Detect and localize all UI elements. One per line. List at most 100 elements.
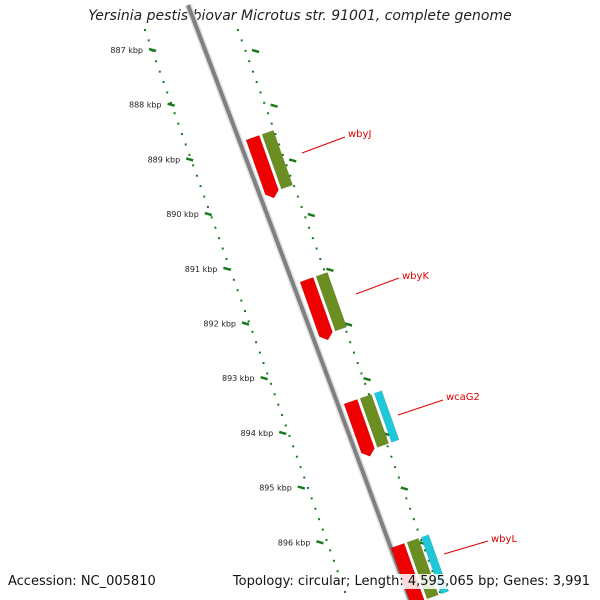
major-tick: [148, 47, 157, 53]
outer-major-tick: [288, 158, 297, 163]
inner-scale-dot: [210, 216, 213, 219]
tick-label: 888 kbp: [129, 101, 162, 110]
inner-scale-dot: [321, 528, 324, 531]
inner-scale-dot: [255, 341, 258, 344]
gene-label-leader: [397, 399, 444, 416]
inner-scale-dot: [318, 518, 321, 521]
outer-major-tick: [307, 212, 316, 218]
outer-scale-dot: [352, 351, 355, 354]
inner-scale-dot: [177, 122, 180, 125]
inner-scale-dot: [247, 320, 250, 323]
inner-scale-dot: [244, 310, 246, 312]
inner-scale-dot: [236, 289, 239, 292]
major-tick: [241, 321, 250, 326]
gene-track-segment[interactable]: [359, 394, 389, 448]
gene-track-segment[interactable]: [299, 277, 333, 341]
major-tick: [185, 157, 194, 162]
outer-scale-dot: [304, 216, 307, 219]
gene-track-segment[interactable]: [245, 135, 279, 199]
tick-label: 894 kbp: [241, 429, 274, 438]
outer-scale-dot: [311, 237, 314, 240]
outer-scale-dot: [397, 476, 400, 479]
inner-scale-dot: [329, 549, 332, 552]
inner-scale-dot: [155, 60, 158, 63]
inner-scale-dot: [284, 424, 287, 427]
outer-scale-dot: [248, 60, 251, 63]
inner-scale-dot: [262, 362, 265, 365]
inner-scale-dot: [214, 226, 217, 229]
inner-scale-dot: [199, 185, 202, 188]
outer-scale-dot: [308, 226, 311, 229]
inner-scale-dot: [181, 133, 184, 136]
outer-scale-dot: [431, 570, 434, 573]
inner-scale-dot: [281, 414, 284, 417]
outer-scale-dot: [244, 49, 247, 52]
outer-scale-dot: [259, 91, 262, 94]
outer-scale-dot: [405, 497, 408, 500]
outer-scale-dot: [409, 507, 412, 510]
inner-scale-dot: [336, 570, 339, 573]
inner-scale-dot: [258, 351, 261, 354]
outer-scale-dot: [427, 559, 430, 562]
gene-wbyL[interactable]: [390, 534, 450, 600]
gene-label[interactable]: wbyK: [402, 271, 429, 282]
outer-scale-dot: [360, 372, 363, 375]
outer-scale-dot: [289, 174, 292, 177]
outer-scale-dot: [285, 164, 288, 167]
inner-scale-dot: [218, 237, 221, 240]
inner-scale-dot: [288, 434, 291, 437]
inner-scale-dot: [314, 507, 317, 510]
major-tick: [204, 211, 213, 217]
outer-scale-dot: [356, 362, 359, 365]
outer-scale-dot: [266, 112, 269, 115]
outer-scale-dot: [394, 466, 397, 469]
gene-label[interactable]: wbyJ: [348, 129, 371, 140]
gene-wcaG2[interactable]: [343, 390, 400, 457]
inner-scale-dot: [277, 403, 280, 406]
inner-scale-dot: [192, 164, 195, 167]
gene-track-segment[interactable]: [261, 130, 293, 190]
inner-scale-dot: [299, 466, 302, 469]
gene-track-segment[interactable]: [343, 399, 375, 457]
major-tick: [316, 540, 324, 545]
inner-scale-dot: [169, 101, 172, 104]
major-tick: [260, 375, 268, 381]
inner-scale-dot: [188, 153, 191, 156]
outer-scale-dot: [255, 81, 258, 84]
inner-scale-dot: [266, 372, 269, 375]
gene-label[interactable]: wcaG2: [446, 392, 480, 403]
outer-major-tick: [344, 322, 353, 327]
outer-scale-dot: [323, 268, 326, 271]
gene-track-segment[interactable]: [373, 390, 400, 443]
outer-scale-dot: [278, 143, 281, 146]
outer-scale-dot: [274, 133, 277, 136]
major-tick: [297, 485, 306, 490]
gene-track-segment[interactable]: [315, 272, 347, 332]
tick-label: 892 kbp: [203, 320, 236, 329]
gene-wbyK[interactable]: [299, 272, 347, 341]
inner-scale-dot: [344, 591, 346, 593]
tick-label: 896 kbp: [278, 538, 311, 547]
outer-scale-dot: [240, 39, 243, 42]
gene-label[interactable]: wbyL: [491, 534, 517, 545]
outer-scale-dot: [270, 122, 273, 125]
outer-scale-dot: [263, 101, 266, 104]
gene-wbyJ[interactable]: [245, 130, 293, 199]
outer-scale-dot: [319, 257, 322, 260]
inner-scale-dot: [251, 330, 254, 333]
genome-backbone-line: [186, 4, 412, 600]
inner-scale-dot: [158, 70, 161, 73]
inner-scale-dot: [332, 559, 335, 562]
inner-scale-dot: [303, 476, 306, 479]
inner-scale-dot: [269, 382, 272, 385]
outer-scale-dot: [349, 341, 352, 344]
inner-scale-dot: [310, 497, 313, 500]
gene-label-leader: [443, 540, 489, 555]
outer-scale-dot: [439, 591, 441, 593]
accession-text: Accession: NC_005810: [6, 574, 158, 589]
inner-scale-dot: [162, 81, 165, 84]
outer-scale-dot: [412, 518, 415, 521]
outer-scale-dot: [345, 330, 348, 333]
outer-scale-dot: [300, 205, 303, 208]
